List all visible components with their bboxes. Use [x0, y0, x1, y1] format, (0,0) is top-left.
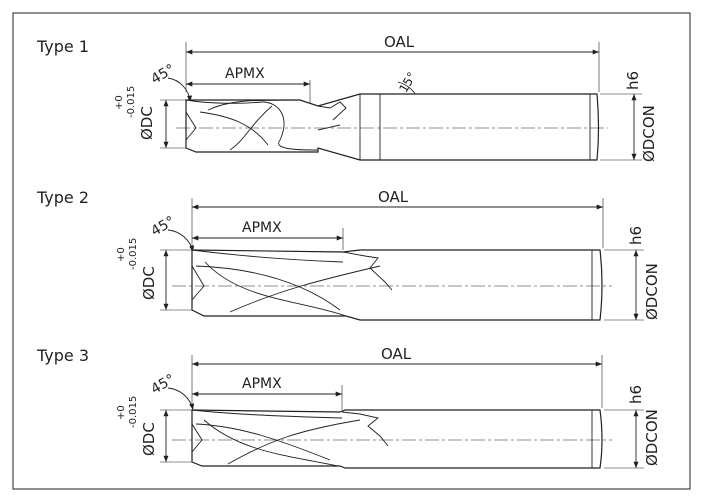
type-2-chamfer-angle: 45°: [148, 213, 178, 239]
type-2-oal-label: OAL: [378, 188, 409, 206]
type-1-tolerance-upper: +0: [114, 95, 125, 110]
type-3-tool-outline: [191, 409, 603, 469]
type-1-chamfer-angle: 45°: [148, 61, 178, 87]
type-2-tool-outline: [191, 249, 603, 321]
type-3-drawing: Type 3 OAL APMX 45° ØDC +0 -0.015 h6 ØDC…: [36, 345, 661, 469]
type-3-apmx-label: APMX: [242, 376, 282, 392]
type-3-oal-label: OAL: [381, 345, 412, 363]
type-2-apmx-label: APMX: [242, 220, 282, 236]
type-3-dcon-label: ØDCON: [643, 409, 661, 466]
type-2-drawing: Type 2 OAL APMX 45° ØDC +0 -0.015 h6 ØDC…: [36, 188, 661, 321]
type-3-dc-label: ØDC: [140, 422, 158, 456]
type-1-helix-angle: 15°: [396, 70, 419, 95]
type-2-dcon-label: ØDCON: [643, 263, 661, 320]
type-1-drawing: Type 1 OAL APMX 45° 15°: [36, 33, 658, 162]
type-1-label: Type 1: [36, 37, 89, 56]
type-2-dc-label: ØDC: [140, 266, 158, 300]
type-2-shank-tolerance: h6: [627, 226, 645, 245]
type-1-oal-label: OAL: [384, 33, 415, 51]
type-1-dcon-label: ØDCON: [640, 105, 658, 162]
type-1-shank-tolerance: h6: [624, 71, 642, 90]
type-3-chamfer-angle: 45°: [148, 371, 178, 397]
type-2-tolerance-lower: -0.015: [128, 238, 139, 270]
type-3-shank-tolerance: h6: [627, 385, 645, 404]
type-1-tolerance-lower: -0.015: [126, 86, 137, 118]
type-2-label: Type 2: [36, 188, 89, 207]
type-1-dc-label: ØDC: [138, 106, 156, 140]
type-1-apmx-label: APMX: [225, 66, 265, 82]
drawing-frame: [12, 12, 691, 490]
type-3-label: Type 3: [36, 346, 89, 365]
type-3-tolerance-lower: -0.015: [128, 396, 139, 428]
type-2-tolerance-upper: +0: [116, 247, 127, 262]
type-3-tolerance-upper: +0: [116, 405, 127, 420]
